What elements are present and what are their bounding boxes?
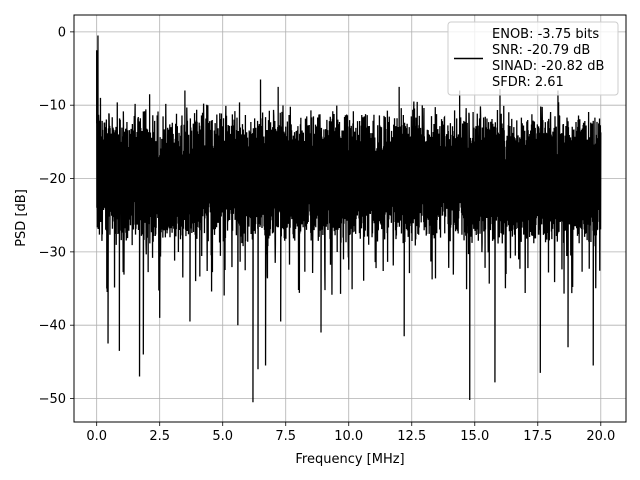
legend-box [447,21,619,96]
series-layer [96,35,602,403]
y-tick-label: −50 [39,392,66,407]
x-tick-label: 2.5 [149,429,170,444]
x-tick-label: 17.5 [523,429,552,444]
y-axis-title: PSD [dB] [14,189,29,247]
x-tick-label: 0.0 [86,429,107,444]
x-tick-label: 7.5 [275,429,296,444]
legend-label-line-4: SFDR: 2.61 [492,75,564,90]
y-tick-label: −20 [39,172,66,187]
y-tick-label: −10 [39,99,66,114]
y-tick-label: −40 [39,319,66,334]
psd-series-line [96,35,602,403]
y-tick-label: −30 [39,245,66,260]
x-tick-label: 20.0 [586,429,615,444]
x-tick-label: 12.5 [397,429,426,444]
x-axis-title: Frequency [MHz] [295,452,404,467]
legend: ENOB: -3.75 bits SNR: -20.79 dB SINAD: -… [447,21,619,96]
legend-label-line-1: ENOB: -3.75 bits [492,27,599,42]
x-tick-label: 5.0 [212,429,233,444]
plot-area-frame [73,14,627,423]
x-tick-label: 10.0 [334,429,363,444]
legend-label-line-2: SNR: -20.79 dB [492,43,590,58]
legend-label-line-3: SINAD: -20.82 dB [492,59,604,74]
x-tick-label: 15.0 [460,429,489,444]
y-tick-label: 0 [58,25,66,40]
axis-ticks: 0.0 2.5 5.0 7.5 10.0 12.5 15.0 17.5 20.0 0 −10 −20 −… [39,25,616,444]
